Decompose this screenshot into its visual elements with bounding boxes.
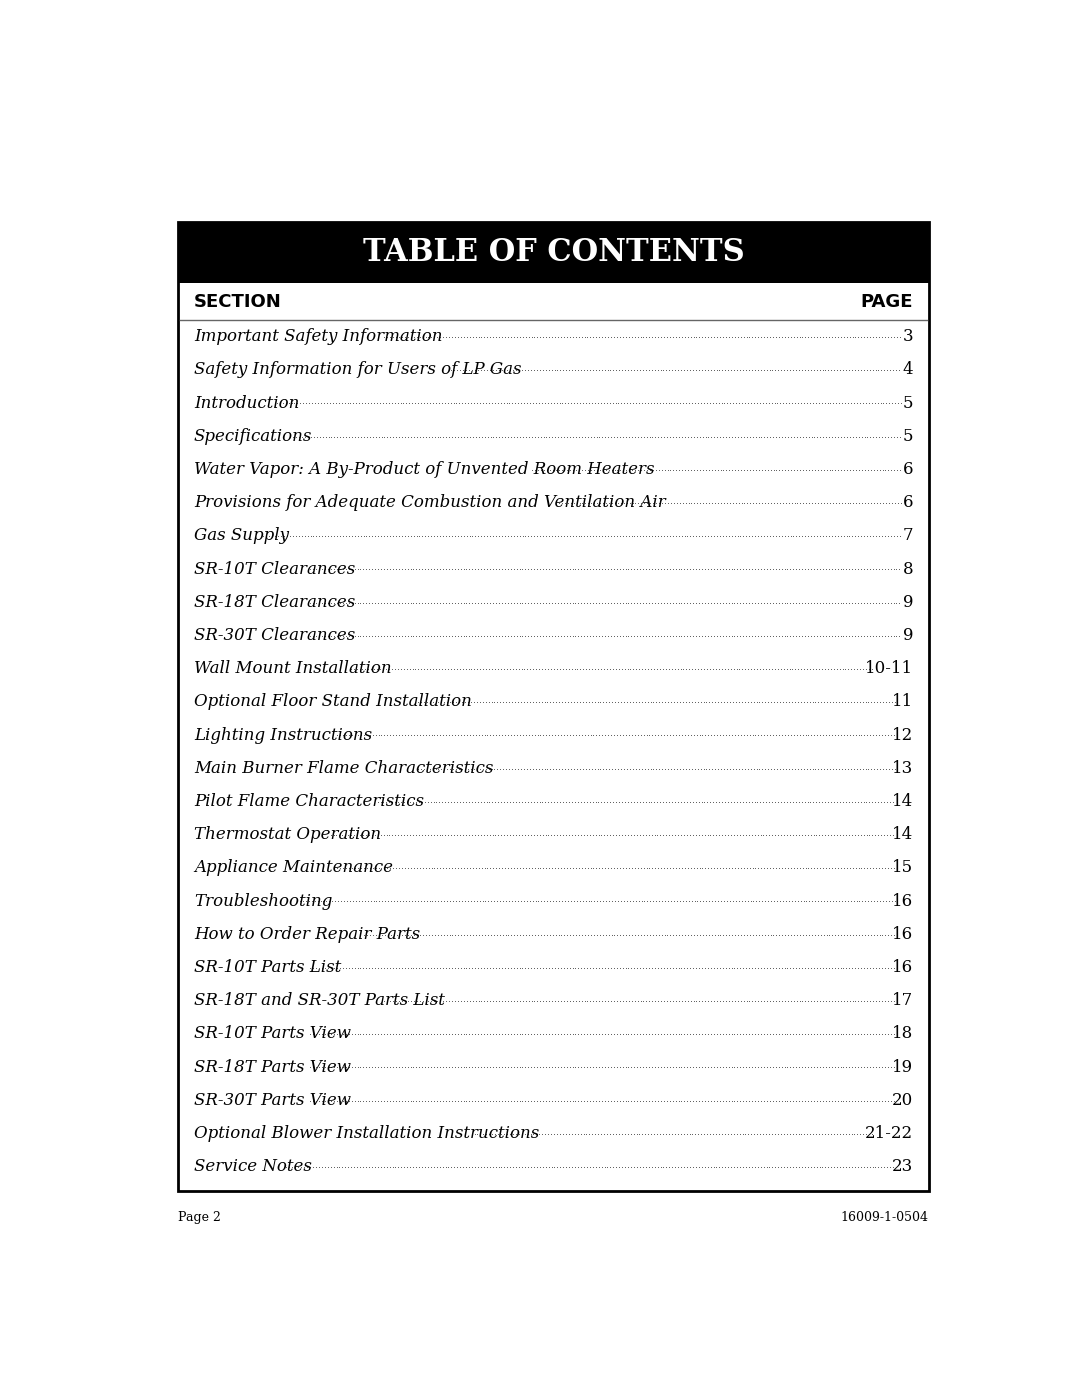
Text: SECTION: SECTION — [194, 292, 282, 310]
Text: Main Burner Flame Characteristics: Main Burner Flame Characteristics — [194, 760, 494, 777]
Text: Optional Blower Installation Instructions: Optional Blower Installation Instruction… — [194, 1125, 539, 1141]
Text: SR-30T Parts View: SR-30T Parts View — [194, 1092, 351, 1109]
Text: Page 2: Page 2 — [178, 1211, 221, 1224]
Text: 17: 17 — [892, 992, 913, 1009]
Text: SR-18T and SR-30T Parts List: SR-18T and SR-30T Parts List — [194, 992, 445, 1009]
Text: SR-10T Parts View: SR-10T Parts View — [194, 1025, 351, 1042]
Text: SR-30T Clearances: SR-30T Clearances — [194, 627, 355, 644]
Text: SR-18T Parts View: SR-18T Parts View — [194, 1059, 351, 1076]
Text: 21-22: 21-22 — [865, 1125, 913, 1141]
Text: 16: 16 — [892, 893, 913, 909]
Text: Gas Supply: Gas Supply — [194, 528, 289, 545]
Text: 5: 5 — [903, 394, 913, 412]
Text: 10-11: 10-11 — [865, 661, 913, 678]
Text: 8: 8 — [903, 560, 913, 577]
Text: SR-10T Parts List: SR-10T Parts List — [194, 958, 341, 977]
Text: Troubleshooting: Troubleshooting — [194, 893, 333, 909]
Text: 16009-1-0504: 16009-1-0504 — [840, 1211, 929, 1224]
Text: Appliance Maintenance: Appliance Maintenance — [194, 859, 393, 876]
Text: 18: 18 — [892, 1025, 913, 1042]
Bar — [178, 222, 929, 1192]
Text: Safety Information for Users of LP Gas: Safety Information for Users of LP Gas — [194, 362, 522, 379]
Text: How to Order Repair Parts: How to Order Repair Parts — [194, 926, 420, 943]
Text: 6: 6 — [903, 495, 913, 511]
Text: 7: 7 — [903, 528, 913, 545]
Text: Wall Mount Installation: Wall Mount Installation — [194, 661, 392, 678]
Text: Thermostat Operation: Thermostat Operation — [194, 826, 381, 844]
Text: Provisions for Adequate Combustion and Ventilation Air: Provisions for Adequate Combustion and V… — [194, 495, 665, 511]
Text: 23: 23 — [892, 1158, 913, 1175]
Text: 5: 5 — [903, 427, 913, 444]
Text: 16: 16 — [892, 926, 913, 943]
Text: SR-18T Clearances: SR-18T Clearances — [194, 594, 355, 610]
Text: 15: 15 — [892, 859, 913, 876]
Text: 20: 20 — [892, 1092, 913, 1109]
Text: Introduction: Introduction — [194, 394, 299, 412]
Text: 19: 19 — [892, 1059, 913, 1076]
Text: Pilot Flame Characteristics: Pilot Flame Characteristics — [194, 793, 423, 810]
Text: Specifications: Specifications — [194, 427, 312, 444]
Text: 11: 11 — [892, 693, 913, 711]
Text: 4: 4 — [903, 362, 913, 379]
Text: Service Notes: Service Notes — [194, 1158, 312, 1175]
Text: PAGE: PAGE — [861, 292, 913, 310]
Text: Water Vapor: A By-Product of Unvented Room Heaters: Water Vapor: A By-Product of Unvented Ro… — [194, 461, 654, 478]
Text: 12: 12 — [892, 726, 913, 743]
Text: TABLE OF CONTENTS: TABLE OF CONTENTS — [363, 237, 744, 268]
Text: Optional Floor Stand Installation: Optional Floor Stand Installation — [194, 693, 472, 711]
Text: 16: 16 — [892, 958, 913, 977]
Text: 9: 9 — [903, 627, 913, 644]
Text: 14: 14 — [892, 826, 913, 844]
Text: Important Safety Information: Important Safety Information — [194, 328, 443, 345]
Text: SR-10T Clearances: SR-10T Clearances — [194, 560, 355, 577]
Text: 9: 9 — [903, 594, 913, 610]
Text: 6: 6 — [903, 461, 913, 478]
Text: 3: 3 — [903, 328, 913, 345]
Text: 13: 13 — [892, 760, 913, 777]
Text: 14: 14 — [892, 793, 913, 810]
Text: Lighting Instructions: Lighting Instructions — [194, 726, 372, 743]
Bar — [178, 222, 929, 284]
